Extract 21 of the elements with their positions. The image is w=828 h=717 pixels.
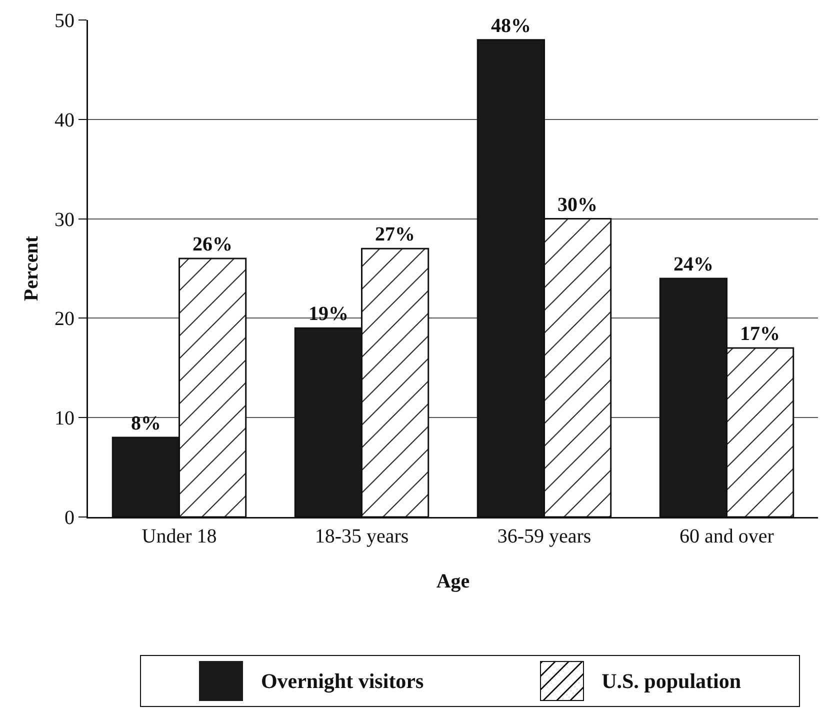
legend-label: Overnight visitors — [260, 668, 424, 694]
y-tick-label: 0 — [64, 507, 74, 529]
data-label: 30% — [558, 194, 598, 216]
y-tick-label: 50 — [54, 10, 74, 32]
data-label: 17% — [740, 323, 780, 346]
y-tick-label: 30 — [54, 208, 74, 231]
data-label: 24% — [673, 253, 714, 276]
data-label: 8% — [130, 412, 161, 434]
x-tick-label: 60 and over — [680, 526, 774, 548]
x-axis-title: Age — [436, 570, 470, 592]
data-label: 48% — [490, 14, 531, 37]
y-axis-title: Percent — [20, 236, 42, 302]
data-label: 27% — [375, 224, 416, 246]
y-tick-label: 20 — [54, 308, 74, 330]
x-tick-label: 36-59 years — [497, 526, 592, 548]
y-tick-label: 10 — [54, 408, 74, 430]
legend-label: U.S. population — [602, 668, 742, 694]
x-tick-label: 18-35 years — [314, 526, 409, 548]
y-tick-label: 40 — [54, 109, 74, 132]
data-label: 26% — [192, 234, 233, 256]
x-tick-label: Under 18 — [142, 526, 217, 548]
